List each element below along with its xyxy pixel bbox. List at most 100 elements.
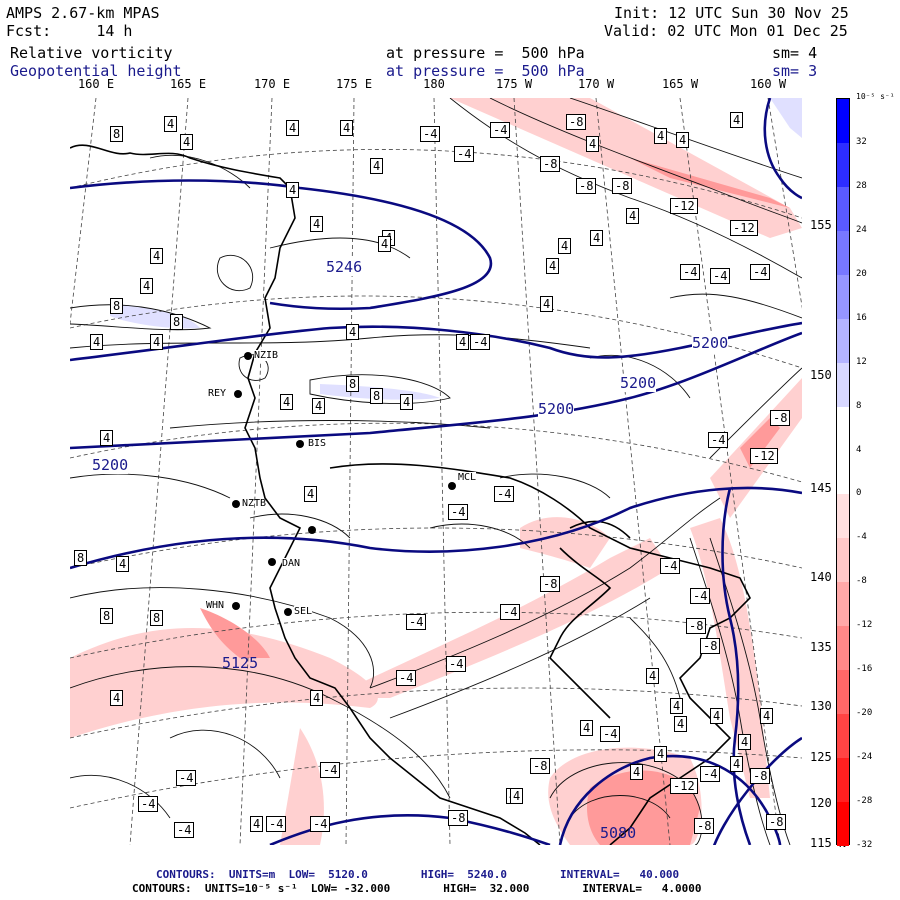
vorticity-value-label: -8 (766, 814, 787, 830)
vorticity-value-label: -4 (446, 656, 467, 672)
smooth1-label: sm= 4 (772, 44, 818, 62)
lon-label: 165 E (169, 77, 207, 91)
vorticity-value-label: -12 (670, 198, 698, 214)
model-title: AMPS 2.67-km MPAS (6, 4, 160, 22)
lon-label: 170 E (253, 77, 291, 91)
positive-vorticity-shading (110, 98, 802, 400)
vorticity-value-label: -12 (750, 448, 778, 464)
vorticity-contour-info: CONTOURS: UNITS=10⁻⁵ s⁻¹ LOW= -32.000 HI… (132, 882, 702, 895)
colorbar-segment (837, 494, 849, 539)
height-contour-info: CONTOURS: UNITS=m LOW= 5120.0 HIGH= 5240… (156, 868, 680, 881)
vorticity-value-label: -4 (600, 726, 621, 742)
vorticity-value-label: -8 (750, 768, 771, 784)
vorticity-value-label: 8 (74, 550, 88, 566)
vorticity-value-label: 4 (150, 334, 164, 350)
pressure2-label: at pressure = 500 hPa (386, 62, 585, 80)
vorticity-value-label: 4 (164, 116, 178, 132)
vorticity-value-label: 4 (630, 764, 644, 780)
vorticity-value-label: 4 (310, 216, 324, 232)
vorticity-value-label: 4 (110, 690, 124, 706)
vorticity-value-label: -8 (770, 410, 791, 426)
station-label: NZTB (242, 498, 267, 509)
lon-label: 170 W (577, 77, 615, 91)
vorticity-value-label: -4 (310, 816, 331, 832)
coastline (70, 144, 751, 845)
colorbar-tick-label: 16 (856, 312, 867, 323)
vorticity-value-label: 4 (730, 756, 744, 772)
height-label: 5246 (326, 258, 363, 276)
colorbar-tick-label: -24 (856, 752, 873, 763)
vorticity-value-label: 4 (546, 258, 560, 274)
vorticity-value-label: -4 (490, 122, 511, 138)
colorbar-segment (837, 406, 849, 452)
height-label: 5200 (692, 334, 729, 352)
vorticity-value-label: -8 (576, 178, 597, 194)
vorticity-value-label: -4 (708, 432, 729, 448)
valid-time: Valid: 02 UTC Mon 01 Dec 25 (604, 22, 848, 40)
vorticity-value-label: -8 (448, 810, 469, 826)
colorbar-segment (837, 626, 849, 671)
height-label: 5125 (222, 654, 259, 672)
vorticity-value-label: -4 (420, 126, 441, 142)
vorticity-value-label: 4 (510, 788, 524, 804)
vorticity-value-label: 4 (304, 486, 318, 502)
colorbar-tick-label: -28 (856, 796, 873, 807)
lon-label: 160 W (749, 77, 787, 91)
vorticity-value-label: -4 (660, 558, 681, 574)
lon-label: 175 E (335, 77, 373, 91)
colorbar-units: 10⁻⁵ s⁻¹ (856, 92, 895, 101)
vorticity-value-label: 4 (654, 128, 668, 144)
colorbar-segment (837, 274, 849, 320)
colorbar-tick-label: -12 (856, 620, 873, 631)
vorticity-value-label: 8 (150, 610, 164, 626)
colorbar-segment (837, 714, 849, 759)
station-label: SEL (294, 606, 313, 617)
height-label: 5080 (600, 824, 637, 842)
vorticity-value-label: 8 (110, 126, 124, 142)
smooth2-label: sm= 3 (772, 62, 818, 80)
colorbar-segment (837, 450, 849, 495)
vorticity-value-label: -4 (700, 766, 721, 782)
vorticity-value-label: -8 (694, 818, 715, 834)
vorticity-value-label: 4 (540, 296, 554, 312)
colorbar-segment (837, 230, 849, 276)
colorbar-segment (837, 142, 849, 188)
field1-label: Relative vorticity (10, 44, 173, 62)
meridian-grid (70, 98, 802, 845)
pressure1-label: at pressure = 500 hPa (386, 44, 585, 62)
vorticity-contours (70, 98, 802, 845)
vorticity-value-label: 4 (710, 708, 724, 724)
vorticity-value-label: -4 (174, 822, 195, 838)
vorticity-value-label: -4 (266, 816, 287, 832)
vorticity-value-label: 4 (626, 208, 640, 224)
vorticity-value-label: 4 (580, 720, 594, 736)
colorbar-tick-label: 28 (856, 180, 867, 191)
field2-label: Geopotential height (10, 62, 182, 80)
vorticity-value-label: -4 (138, 796, 159, 812)
vorticity-value-label: 4 (340, 120, 354, 136)
vorticity-value-label: 4 (760, 708, 774, 724)
vorticity-value-label: 4 (674, 716, 688, 732)
vorticity-value-label: 4 (586, 136, 600, 152)
vorticity-value-label: 4 (400, 394, 414, 410)
colorbar-tick-label: 24 (856, 224, 867, 235)
colorbar-tick-label: -20 (856, 708, 873, 719)
vorticity-value-label: -4 (500, 604, 521, 620)
forecast-label: Fcst: 14 h (6, 22, 133, 40)
station-label: BIS (308, 438, 327, 449)
vorticity-value-label: 8 (346, 376, 360, 392)
vorticity-value-label: -12 (730, 220, 758, 236)
vorticity-value-label: 4 (310, 690, 324, 706)
vorticity-value-label: -4 (406, 614, 427, 630)
colorbar-segment (837, 362, 849, 408)
colorbar-segment (837, 582, 849, 627)
vorticity-value-label: -8 (566, 114, 587, 130)
vorticity-value-label: 4 (286, 182, 300, 198)
colorbar-segment (837, 99, 849, 144)
vorticity-value-label: -4 (320, 762, 341, 778)
geopotential-contours (70, 98, 802, 845)
vorticity-value-label: 4 (738, 734, 752, 750)
vorticity-value-label: 4 (646, 668, 660, 684)
station-label: NZIB (254, 350, 279, 361)
vorticity-value-label: 4 (346, 324, 360, 340)
